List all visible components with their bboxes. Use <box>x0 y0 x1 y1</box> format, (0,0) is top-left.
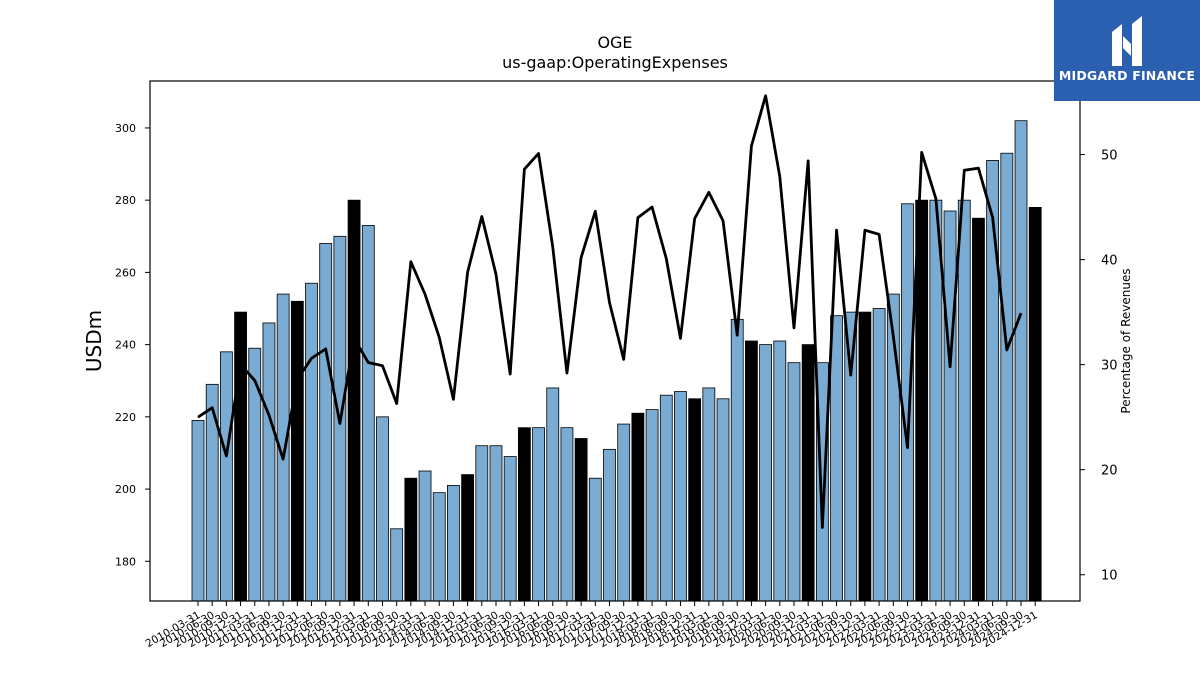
bar-2010-12-31 <box>234 311 247 602</box>
bar-2017-09-30 <box>617 423 631 602</box>
bar-2010-09-30 <box>219 351 233 602</box>
bar-2019-06-30 <box>716 398 730 602</box>
bar-2011-12-31 <box>290 300 304 602</box>
y2-tick-label: 30 <box>1101 359 1118 374</box>
brand-name: MIDGARD FINANCE <box>1058 68 1196 83</box>
bar-2010-06-30 <box>205 383 219 602</box>
y2-tick-label: 10 <box>1101 569 1118 584</box>
bar-2021-06-30 <box>830 315 843 602</box>
x-axis-ticks: 2010-03-312010-06-302010-09-302010-12-31… <box>144 601 1040 650</box>
bar-2016-12-31 <box>574 438 588 602</box>
bar-2014-03-31 <box>418 470 432 602</box>
bar-2024-12-31 <box>1028 206 1042 602</box>
y-tick-label: 220 <box>115 411 136 424</box>
bar-2013-09-30 <box>390 528 404 602</box>
bar-2012-03-31 <box>305 282 318 602</box>
bar-2016-06-30 <box>546 387 560 602</box>
bar-2023-09-30 <box>957 199 971 602</box>
bar-2021-12-31 <box>858 311 872 602</box>
bar-2010-03-31 <box>191 420 205 602</box>
brand-logo: MIDGARD FINANCE <box>1054 0 1200 101</box>
bar-2015-12-31 <box>517 427 531 602</box>
bar-2011-06-30 <box>262 322 276 602</box>
bar-2017-12-31 <box>631 412 645 602</box>
bar-2015-06-30 <box>489 445 503 602</box>
y-tick-label: 240 <box>115 339 136 352</box>
bar-2015-03-31 <box>475 445 489 602</box>
y-tick-label: 260 <box>115 266 136 279</box>
line-series <box>197 94 1023 529</box>
bar-2020-09-30 <box>787 362 801 602</box>
bar-2018-09-30 <box>674 391 687 602</box>
y2-axis-label: Percentage of Revenues <box>1119 268 1133 413</box>
bar-2023-06-30 <box>943 210 957 602</box>
bar-2022-09-30 <box>901 203 914 602</box>
bar-2018-12-31 <box>688 398 702 602</box>
bar-2020-06-30 <box>773 340 787 602</box>
bar-2019-09-30 <box>730 318 744 602</box>
y-tick-label: 180 <box>115 555 136 568</box>
bar-2019-03-31 <box>702 387 716 602</box>
plot-frame <box>149 80 1081 602</box>
bar-2013-03-31 <box>361 225 375 602</box>
bar-2016-03-31 <box>532 427 545 602</box>
bar-2011-03-31 <box>248 347 262 602</box>
bar-2024-09-30 <box>1014 120 1028 602</box>
bar-2018-03-31 <box>645 409 659 602</box>
y2-tick-label: 20 <box>1101 464 1118 479</box>
bar-2020-12-31 <box>801 344 815 602</box>
bar-2014-09-30 <box>447 485 460 602</box>
y-axis-label: USDm <box>82 310 106 372</box>
chart-title: OGE <box>597 33 632 52</box>
bar-2014-06-30 <box>432 492 446 602</box>
y2-tick-label: 50 <box>1101 149 1118 164</box>
bar-2018-06-30 <box>659 394 673 602</box>
bar-2023-12-31 <box>972 217 985 602</box>
y-tick-label: 300 <box>115 122 136 135</box>
y2-tick-label: 40 <box>1101 254 1118 269</box>
midgard-logo-icon <box>1112 16 1142 66</box>
bar-2017-03-31 <box>588 477 602 602</box>
bar-2017-06-30 <box>603 448 616 602</box>
y2-axis-ticks: 10 20 30 40 50 <box>1080 149 1118 584</box>
bar-series <box>191 120 1042 602</box>
y-axis-ticks: 180 200 220 240 260 280 300 <box>115 122 150 568</box>
bar-2016-09-30 <box>560 427 574 602</box>
bar-2019-12-31 <box>745 340 758 602</box>
bar-2013-12-31 <box>404 477 418 602</box>
bar-2021-09-30 <box>844 311 858 602</box>
bar-2014-12-31 <box>461 474 475 602</box>
bar-2012-06-30 <box>319 243 333 602</box>
bar-2013-06-30 <box>376 416 389 602</box>
bar-2024-06-30 <box>1000 152 1014 602</box>
bar-2020-03-31 <box>759 344 772 602</box>
bar-2012-12-31 <box>347 199 361 602</box>
bar-2022-03-31 <box>872 308 886 602</box>
y-tick-label: 200 <box>115 483 136 496</box>
y-tick-label: 280 <box>115 194 136 207</box>
percentage-line <box>197 94 1023 529</box>
bar-2015-09-30 <box>503 456 517 602</box>
chart-subtitle: us-gaap:OperatingExpenses <box>502 53 728 72</box>
